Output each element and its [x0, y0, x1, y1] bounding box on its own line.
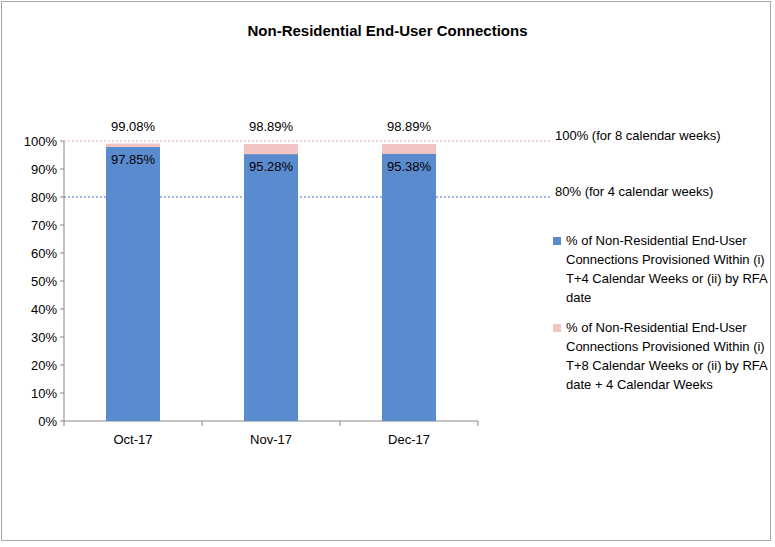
y-tick-label: 90%: [31, 162, 57, 177]
data-label: 95.28%: [249, 159, 294, 174]
y-tick-label: 20%: [31, 358, 57, 373]
y-tick-label: 0%: [38, 414, 57, 429]
y-tick: [60, 309, 64, 310]
data-label: 95.38%: [387, 159, 432, 174]
y-tick: [60, 253, 64, 254]
x-tick-label: Dec-17: [388, 432, 430, 447]
legend-label: % of Non-Residential End-User Connections…: [566, 233, 768, 305]
bar: [244, 154, 298, 421]
y-tick-label: 50%: [31, 274, 57, 289]
legend-swatch: [553, 237, 561, 245]
x-tick: [340, 421, 341, 426]
legend-line: T+4 Calendar Weeks or (ii) by RFA: [566, 271, 768, 286]
legend-line: Connections Provisioned Within (i): [566, 339, 765, 354]
legend-line: date: [566, 290, 591, 305]
y-tick: [60, 421, 64, 422]
y-tick: [60, 169, 64, 170]
legend: % of Non-Residential End-User Connections…: [553, 233, 768, 392]
data-label: 99.08%: [111, 119, 156, 134]
legend-swatch: [553, 324, 561, 332]
x-tick-label: Nov-17: [250, 432, 292, 447]
y-tick-label: 100%: [24, 134, 58, 149]
legend-line: date + 4 Calendar Weeks: [566, 377, 713, 392]
title: Non-Residential End-User Connections: [247, 22, 527, 39]
y-tick-label: 10%: [31, 386, 57, 401]
y-tick: [60, 141, 64, 142]
y-tick-label: 80%: [31, 190, 57, 205]
x-tick: [202, 421, 203, 426]
y-tick-label: 70%: [31, 218, 57, 233]
y-tick: [60, 197, 64, 198]
bars: [106, 144, 436, 421]
y-tick: [60, 225, 64, 226]
y-tick-label: 30%: [31, 330, 57, 345]
chart-container: Non-Residential End-User Connections 0% 10…: [0, 0, 775, 547]
x-tick: [64, 421, 65, 426]
bar: [382, 144, 436, 421]
annotation-label: 80% (for 4 calendar weeks): [555, 184, 713, 199]
y-axis: [64, 141, 65, 421]
reference-line: [64, 141, 550, 142]
x-tick: [478, 421, 479, 426]
data-labels: 99.08% 98.89% 98.89% 97.85% 95.28% 95.38%: [111, 119, 432, 175]
y-tick-label: 40%: [31, 302, 57, 317]
legend-line: % of Non-Residential End-User: [566, 320, 747, 335]
chart-frame: [2, 2, 771, 541]
legend-line: T+8 Calendar Weeks or (ii) by RFA: [566, 358, 768, 373]
data-label: 98.89%: [249, 119, 294, 134]
data-label: 98.89%: [387, 119, 432, 134]
legend-label: % of Non-Residential End-User Connections…: [566, 320, 768, 392]
y-tick: [60, 393, 64, 394]
y-tick-label: 60%: [31, 246, 57, 261]
y-tick: [60, 337, 64, 338]
chart: Non-Residential End-User Connections 0% 10…: [0, 0, 775, 547]
bar: [106, 147, 160, 421]
data-label: 97.85%: [111, 152, 156, 167]
bar: [244, 144, 298, 421]
legend-line: Connections Provisioned Within (i): [566, 252, 765, 267]
annotation-label: 100% (for 8 calendar weeks): [555, 128, 720, 143]
legend-line: % of Non-Residential End-User: [566, 233, 747, 248]
y-tick: [60, 281, 64, 282]
bar: [106, 144, 160, 421]
x-tick-label: Oct-17: [113, 432, 152, 447]
y-tick: [60, 365, 64, 366]
bar: [382, 154, 436, 421]
